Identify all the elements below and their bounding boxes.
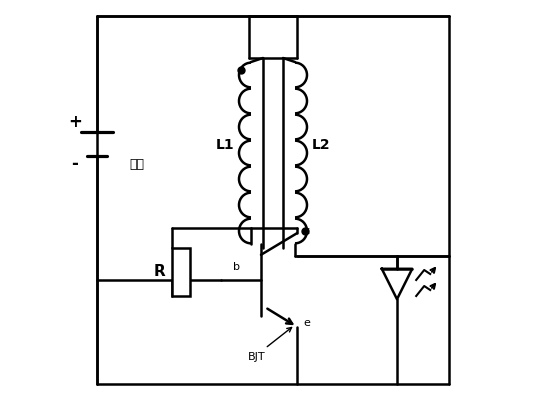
Text: c: c <box>303 226 309 236</box>
Text: 电池: 电池 <box>129 158 144 170</box>
Bar <box>172 248 190 296</box>
Text: L2: L2 <box>312 138 330 152</box>
Text: +: + <box>68 113 82 131</box>
Text: e: e <box>303 318 310 328</box>
Text: L1: L1 <box>216 138 234 152</box>
Text: -: - <box>72 155 79 173</box>
Text: R: R <box>153 264 165 280</box>
Text: b: b <box>234 262 240 272</box>
Text: BJT: BJT <box>248 352 266 362</box>
